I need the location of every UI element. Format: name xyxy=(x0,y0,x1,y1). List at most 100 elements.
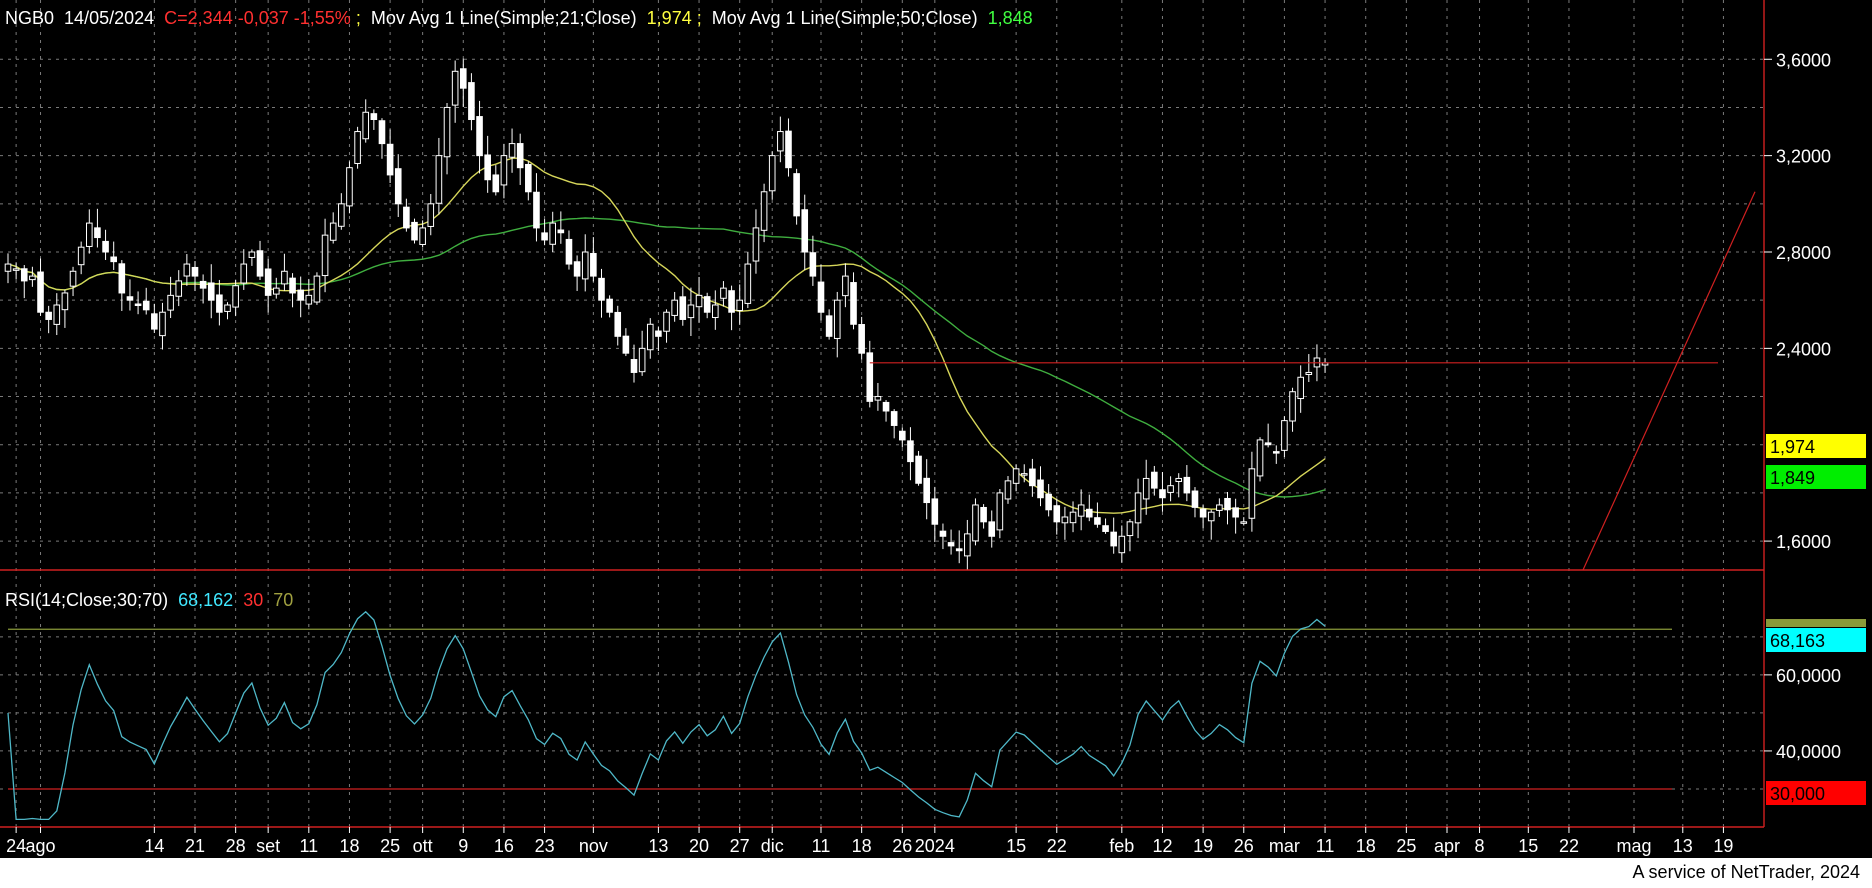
footer-credit: A service of NetTrader, 2024 xyxy=(1626,858,1866,886)
candle-body xyxy=(768,155,776,192)
x-tick-label: 25 xyxy=(380,836,400,856)
candle-body xyxy=(996,492,1004,531)
rsi-value: 68,162 xyxy=(178,590,233,610)
candle-body xyxy=(1110,531,1117,547)
x-tick-label: 8 xyxy=(1475,836,1485,856)
candle-body xyxy=(1167,485,1174,493)
x-tick-label: 13 xyxy=(648,836,668,856)
candle-body xyxy=(216,294,223,313)
x-tick-label: 21 xyxy=(185,836,205,856)
candle-body xyxy=(549,222,557,245)
ma50-badge-bg xyxy=(1766,465,1866,489)
candle-body xyxy=(581,251,589,280)
candle-body xyxy=(1004,480,1012,500)
candle-body xyxy=(1232,507,1239,518)
x-tick-label: 11 xyxy=(1316,836,1335,856)
candle-body xyxy=(134,303,142,306)
rsi-badge-text: 68,163 xyxy=(1770,631,1825,651)
candle-body xyxy=(272,287,280,295)
candle-body xyxy=(1216,504,1223,511)
x-tick-label: 19 xyxy=(1193,836,1213,856)
candle-body xyxy=(1175,477,1183,482)
candle-body xyxy=(850,282,857,325)
candle-body xyxy=(451,70,459,106)
candle-body xyxy=(1085,508,1093,518)
candle-body xyxy=(232,285,239,308)
ma50-value: 1,848 xyxy=(988,8,1033,28)
x-tick-label: 26 xyxy=(892,836,912,856)
x-tick-label: 24 xyxy=(6,836,26,856)
candle-body xyxy=(191,266,199,277)
candle-body xyxy=(167,294,174,311)
x-tick-label: 22 xyxy=(1047,836,1067,856)
rsi-tick-label: 40,0000 xyxy=(1776,742,1841,762)
candle-body xyxy=(500,155,508,186)
candle-body xyxy=(964,533,971,557)
x-tick-label: 15 xyxy=(1518,836,1538,856)
price-header: NGB0 14/05/2024 C=2,344 -0,037 -1,55% ; … xyxy=(5,8,1033,28)
x-tick-label: 28 xyxy=(226,836,246,856)
rsi-badge-bg xyxy=(1766,628,1866,652)
candle-body xyxy=(590,253,597,277)
candle-body xyxy=(86,222,93,247)
candle-body xyxy=(159,311,166,337)
candle-body xyxy=(378,120,386,145)
footer-bar xyxy=(0,858,1872,888)
x-tick-label: nov xyxy=(579,836,608,856)
grid-lines xyxy=(0,0,1764,827)
candle-body xyxy=(858,324,865,354)
x-tick-label: 13 xyxy=(1673,836,1693,856)
x-tick-label: 9 xyxy=(458,836,468,856)
candle-body xyxy=(1012,468,1020,484)
x-tick-label: 18 xyxy=(1356,836,1376,856)
x-tick-label: 14 xyxy=(144,836,164,856)
ma21-badge: 1,974 xyxy=(1766,434,1866,458)
candle-body xyxy=(459,68,467,89)
candle-body xyxy=(777,131,784,152)
candle-body xyxy=(12,268,20,271)
candle-body xyxy=(720,287,727,299)
candle-body xyxy=(825,315,833,337)
candle-body xyxy=(793,173,800,217)
candle-body xyxy=(907,440,914,463)
ma21-value: 1,974 xyxy=(647,8,692,28)
candle-body xyxy=(435,155,443,204)
candle-body xyxy=(614,311,622,337)
candle-body xyxy=(256,250,264,277)
x-tick-label: 25 xyxy=(1396,836,1416,856)
candle-body xyxy=(492,174,500,193)
candle-body xyxy=(1118,535,1126,554)
candle-body xyxy=(1159,489,1166,499)
candle-body xyxy=(817,281,825,313)
candle-body xyxy=(833,299,841,339)
candle-body xyxy=(646,323,654,351)
candle-body xyxy=(151,313,158,330)
x-tick-label: apr xyxy=(1434,836,1460,856)
candle-body xyxy=(801,209,809,253)
candle-body xyxy=(175,280,183,297)
candle-body xyxy=(468,82,475,120)
rsi-panel xyxy=(7,610,1672,821)
axes: 3,6000 3,2000 2,8000 2,4000 1,6000 60,0000 40,… xyxy=(0,0,1866,856)
candle-body xyxy=(110,256,117,263)
x-tick-label: mag xyxy=(1616,836,1651,856)
candle-body xyxy=(728,290,735,313)
candle-body xyxy=(1281,420,1288,451)
candle-body xyxy=(866,352,874,402)
candle-body xyxy=(939,530,947,537)
rsi-tick-label: 60,0000 xyxy=(1776,666,1841,686)
price-tick-label: 2,4000 xyxy=(1776,339,1831,359)
candle-body xyxy=(1289,391,1296,422)
candle-body xyxy=(427,203,435,227)
candle-body xyxy=(1199,508,1207,518)
close-change-label: C=2,344 -0,037 -1,55% xyxy=(164,8,351,28)
candle-body xyxy=(882,401,890,412)
candle-body xyxy=(630,359,638,373)
candle-body xyxy=(1020,473,1028,476)
ma21-badge-bg xyxy=(1766,434,1866,458)
price-tick-label: 1,6000 xyxy=(1776,532,1831,552)
ma50-badge-text: 1,849 xyxy=(1770,468,1815,488)
candle-body xyxy=(736,299,744,312)
candle-body xyxy=(1029,468,1036,487)
candle-body xyxy=(1045,493,1052,511)
